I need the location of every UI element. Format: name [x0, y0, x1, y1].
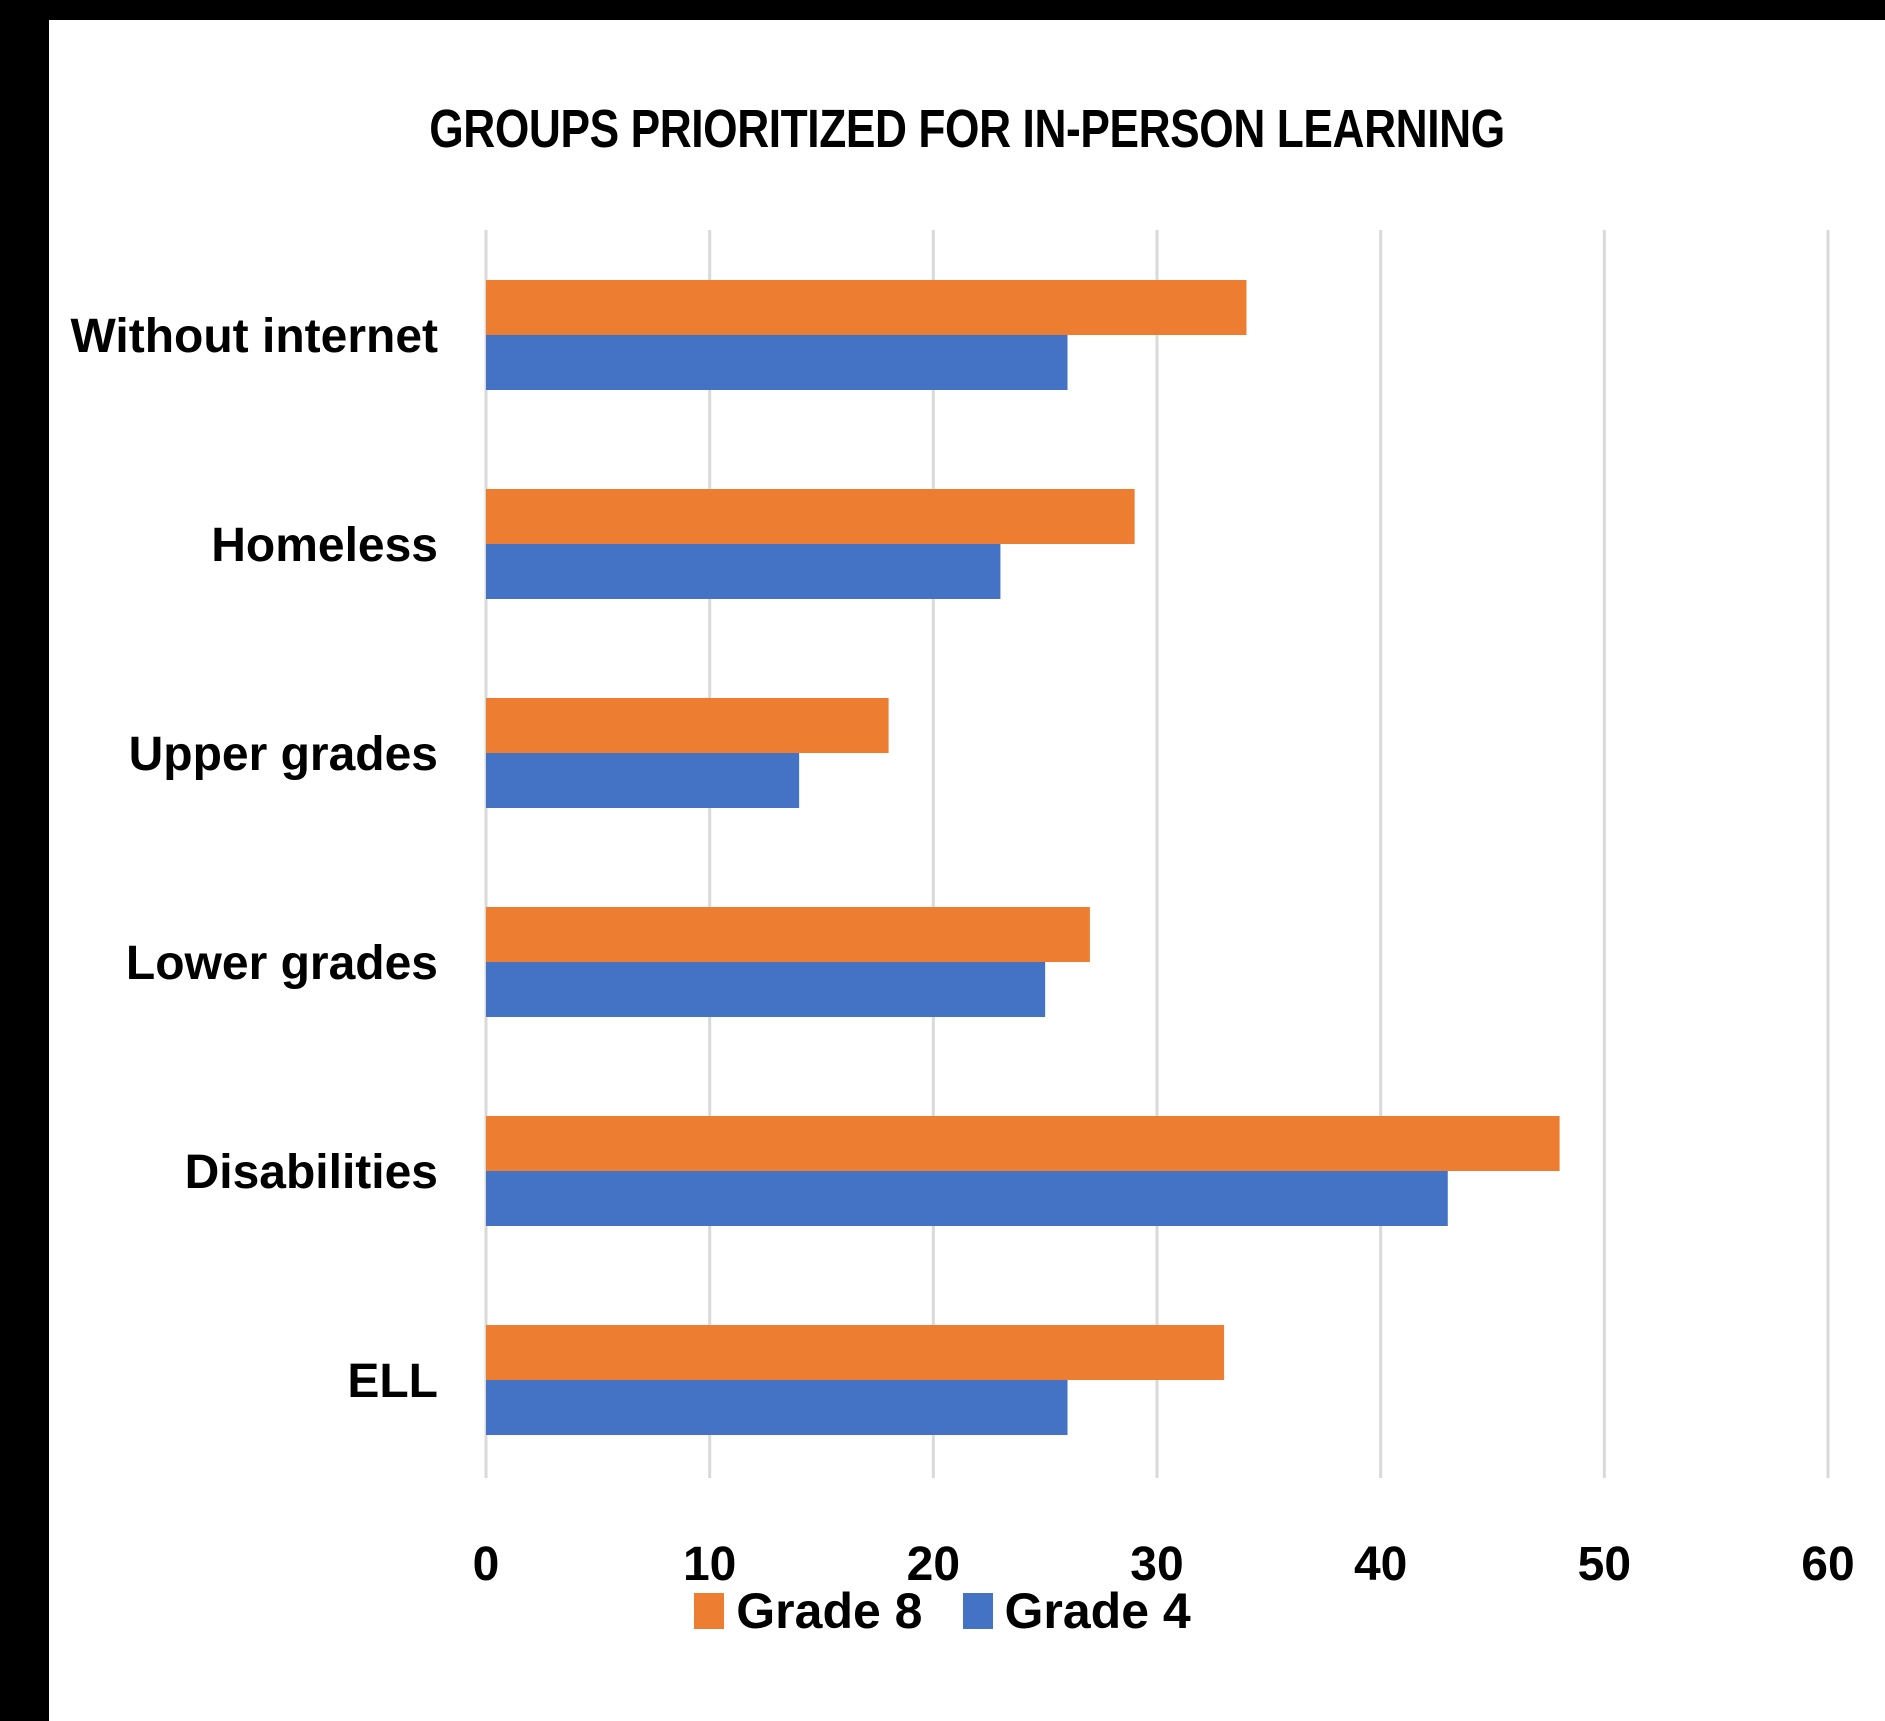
x-tick-label-50: 50 [1578, 1538, 1631, 1591]
bar-grade-8-without-internet [486, 280, 1247, 335]
bar-grade-4-ell [486, 1380, 1068, 1435]
bar-grade-4-without-internet [486, 335, 1068, 390]
legend-item-grade-4: Grade 4 [962, 1583, 1191, 1639]
legend-swatch-grade-8 [694, 1593, 725, 1629]
category-label-lower-grades: Lower grades [126, 937, 438, 990]
x-tick-label-10: 10 [683, 1538, 736, 1591]
bar-grade-4-homeless [486, 544, 1001, 599]
x-axis-tick-labels: 0 10 20 30 40 50 60 [473, 1538, 1855, 1591]
bars [486, 280, 1560, 1435]
legend-label-grade-8: Grade 8 [736, 1583, 923, 1639]
bar-grade-8-homeless [486, 489, 1135, 544]
bar-grade-4-upper-grades [486, 753, 800, 808]
chart-title: GROUPS PRIORITIZED FOR IN-PERSON LEARNIN… [429, 99, 1505, 159]
legend-label-grade-4: Grade 4 [1004, 1583, 1191, 1639]
gridlines [484, 230, 1830, 1478]
bar-grade-4-disabilities [486, 1171, 1448, 1226]
category-label-ell: ELL [347, 1355, 438, 1408]
legend-swatch-grade-4 [962, 1593, 993, 1629]
category-labels: Without internet Homeless Upper grades Lowe… [71, 310, 439, 1408]
x-tick-label-60: 60 [1801, 1538, 1854, 1591]
x-tick-label-0: 0 [473, 1538, 500, 1591]
legend-item-grade-8: Grade 8 [694, 1583, 923, 1639]
category-label-upper-grades: Upper grades [129, 728, 438, 781]
x-tick-label-30: 30 [1130, 1538, 1183, 1591]
x-tick-label-20: 20 [907, 1538, 960, 1591]
bar-grade-8-disabilities [486, 1116, 1560, 1171]
x-tick-label-40: 40 [1354, 1538, 1407, 1591]
bar-grade-8-upper-grades [486, 698, 889, 753]
legend: Grade 8 Grade 4 [0, 1586, 1885, 1636]
bar-grade-8-lower-grades [486, 907, 1090, 962]
category-label-homeless: Homeless [211, 519, 438, 572]
category-label-disabilities: Disabilities [185, 1146, 438, 1199]
category-label-without-internet: Without internet [71, 310, 439, 363]
bar-grade-4-lower-grades [486, 962, 1046, 1017]
bar-grade-8-ell [486, 1325, 1225, 1380]
